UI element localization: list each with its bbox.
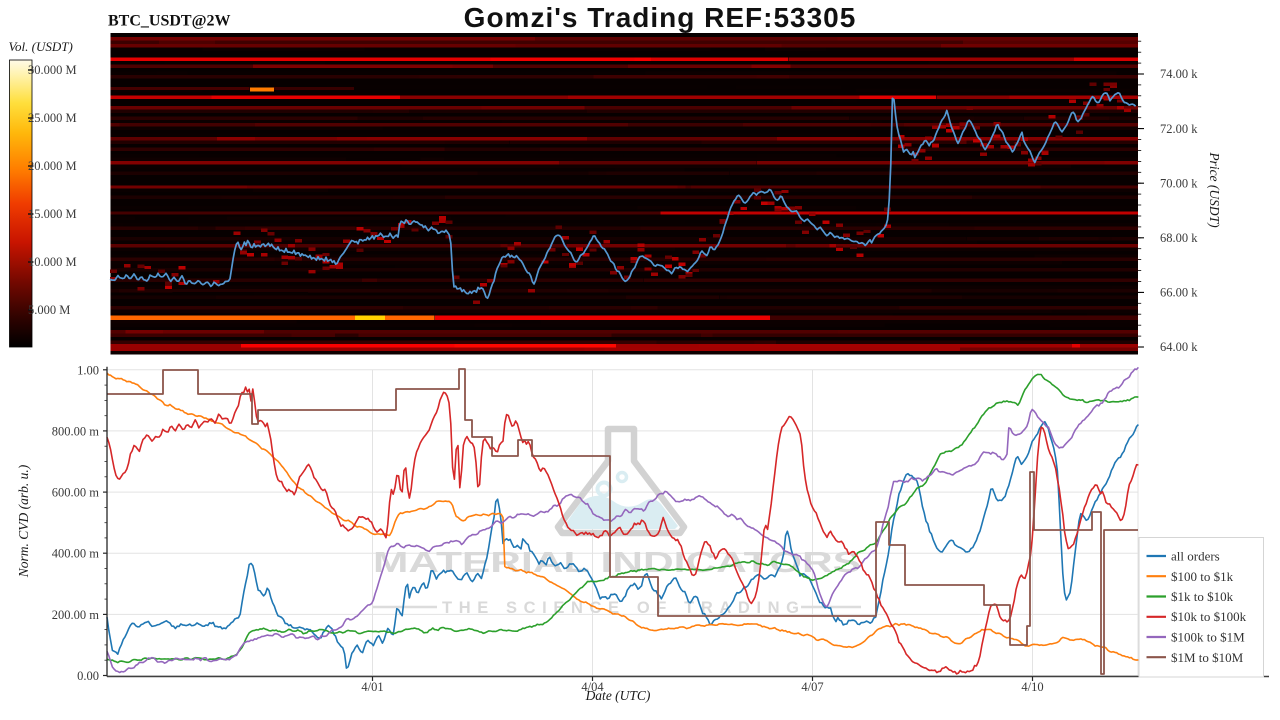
- svg-text:$100 to $1k: $100 to $1k: [1171, 569, 1234, 584]
- svg-text:0.00: 0.00: [77, 669, 99, 683]
- svg-text:Norm. CVD (arb. u.): Norm. CVD (arb. u.): [16, 464, 31, 578]
- svg-text:5.000 M: 5.000 M: [28, 303, 70, 317]
- svg-text:15.000 M: 15.000 M: [28, 207, 77, 221]
- svg-text:4/04: 4/04: [581, 680, 604, 694]
- svg-text:200.00 m: 200.00 m: [52, 608, 100, 622]
- svg-text:10.000 M: 10.000 M: [28, 255, 77, 269]
- svg-text:Vol. (USDT): Vol. (USDT): [9, 39, 73, 54]
- svg-text:68.00 k: 68.00 k: [1160, 231, 1198, 245]
- svg-text:66.00 k: 66.00 k: [1160, 286, 1198, 300]
- svg-text:64.00 k: 64.00 k: [1160, 340, 1198, 354]
- svg-text:Price (USDT): Price (USDT): [1207, 151, 1222, 228]
- svg-text:all orders: all orders: [1171, 549, 1220, 564]
- svg-text:Date (UTC): Date (UTC): [585, 688, 651, 703]
- svg-text:800.00 m: 800.00 m: [52, 424, 100, 438]
- svg-text:$10k to $100k: $10k to $100k: [1171, 609, 1247, 624]
- svg-text:4/01: 4/01: [361, 680, 383, 694]
- svg-text:400.00 m: 400.00 m: [52, 547, 100, 561]
- svg-text:25.000 M: 25.000 M: [28, 111, 77, 125]
- svg-text:4/07: 4/07: [801, 680, 823, 694]
- svg-text:Gomzi's Trading REF:53305: Gomzi's Trading REF:53305: [464, 2, 857, 33]
- svg-text:74.00 k: 74.00 k: [1160, 67, 1198, 81]
- svg-text:$1k to $10k: $1k to $10k: [1171, 589, 1234, 604]
- svg-text:$100k to $1M: $100k to $1M: [1171, 630, 1245, 645]
- svg-text:1.00: 1.00: [77, 363, 99, 377]
- svg-text:70.00 k: 70.00 k: [1160, 176, 1198, 190]
- svg-text:BTC_USDT@2W: BTC_USDT@2W: [108, 13, 230, 30]
- svg-text:$1M to $10M: $1M to $10M: [1171, 650, 1244, 665]
- svg-text:20.000 M: 20.000 M: [28, 159, 77, 173]
- svg-text:72.00 k: 72.00 k: [1160, 122, 1198, 136]
- svg-text:4/10: 4/10: [1021, 680, 1043, 694]
- svg-text:600.00 m: 600.00 m: [52, 486, 100, 500]
- svg-text:30.000 M: 30.000 M: [28, 63, 77, 77]
